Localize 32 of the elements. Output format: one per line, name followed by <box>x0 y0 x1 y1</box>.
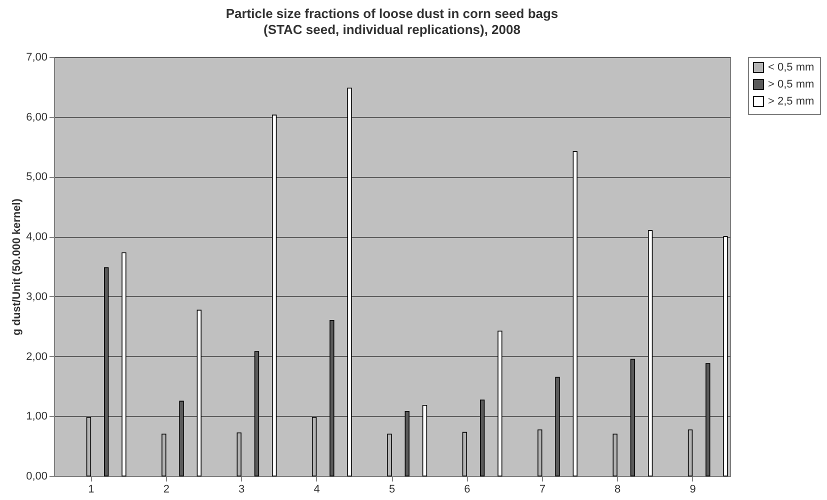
x-tick-label: 8 <box>614 484 621 496</box>
y-tick-label: 0,00 <box>26 470 48 482</box>
legend-label: > 0,5 mm <box>768 78 814 90</box>
y-tick-label: 6,00 <box>26 111 48 124</box>
y-tick-label: 2,00 <box>26 350 48 363</box>
bar <box>723 236 728 476</box>
bar <box>648 230 653 476</box>
bar <box>196 310 202 476</box>
x-tick-label: 7 <box>539 484 546 496</box>
y-tick-label: 7,00 <box>26 52 48 64</box>
bar <box>347 88 352 476</box>
y-tick-label: 3,00 <box>26 290 48 303</box>
x-tick-label: 3 <box>238 484 245 496</box>
y-tick-label: 1,00 <box>26 410 48 423</box>
bar <box>498 330 502 476</box>
x-tick-label: 6 <box>464 484 470 496</box>
y-tick-label: 5,00 <box>26 171 48 184</box>
legend-label: < 0,5 mm <box>768 62 814 74</box>
chart-subtitle: (STAC seed, individual replications), 2008 <box>264 22 520 37</box>
y-tick-label: 4,00 <box>26 231 48 244</box>
x-tick-label: 1 <box>88 484 94 496</box>
bar <box>272 114 277 476</box>
chart-title: Particle size fractions of loose dust in corn seed bags <box>226 6 558 21</box>
x-tick-label: 4 <box>314 484 320 496</box>
legend-label: > 2,5 mm <box>768 96 814 108</box>
x-tick-label: 2 <box>163 484 170 496</box>
bar <box>422 404 428 476</box>
y-axis-title: g dust/Unit (50.000 kernel) <box>11 198 24 336</box>
bar <box>122 252 126 476</box>
bar <box>572 151 578 476</box>
x-tick-label: 5 <box>388 484 396 496</box>
x-tick-label: 9 <box>690 484 696 496</box>
